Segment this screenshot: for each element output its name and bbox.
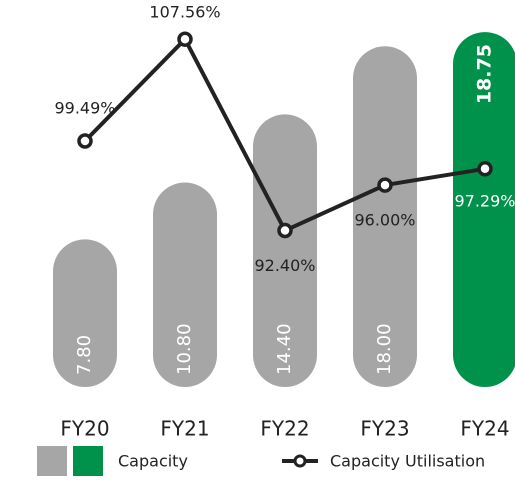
bar-value-label: 18.00 — [374, 323, 395, 375]
bar — [153, 182, 217, 387]
legend-marker — [293, 454, 307, 468]
bar — [53, 239, 117, 387]
line-marker — [77, 133, 93, 149]
legend-swatch — [73, 446, 103, 476]
line-marker — [477, 161, 493, 177]
x-tick-label: FY21 — [160, 417, 209, 441]
line-value-label: 96.00% — [354, 211, 415, 230]
x-tick-label: FY20 — [60, 417, 109, 441]
bar — [253, 114, 317, 388]
legend-swatch — [37, 446, 67, 476]
legend-label: Capacity — [118, 452, 188, 471]
x-tick-label: FY24 — [460, 417, 509, 441]
x-tick-label: FY23 — [360, 417, 409, 441]
x-tick-label: FY22 — [260, 417, 309, 441]
line-value-label: 97.29% — [454, 191, 515, 210]
line-marker — [177, 31, 193, 47]
bar-value-label: 18.75 — [474, 44, 496, 104]
bar — [353, 46, 417, 387]
bar-value-label: 7.80 — [74, 335, 95, 375]
legend-label: Capacity Utilisation — [330, 452, 485, 471]
line-value-label: 99.49% — [54, 99, 115, 118]
line-value-label: 92.40% — [254, 256, 315, 275]
line-marker — [377, 177, 393, 193]
line-value-label: 107.56% — [149, 3, 220, 22]
line-marker — [277, 222, 293, 239]
bar-value-label: 14.40 — [274, 323, 295, 375]
bar-value-label: 10.80 — [174, 323, 195, 375]
bar — [453, 32, 515, 387]
